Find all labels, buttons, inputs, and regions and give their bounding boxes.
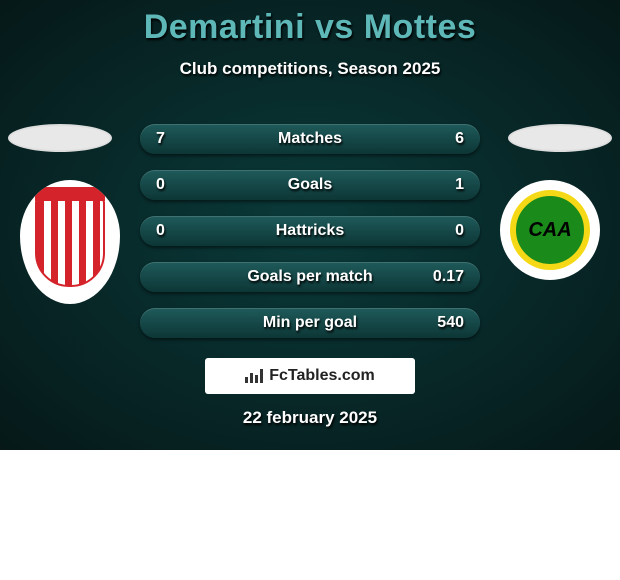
stat-right-value: 1: [424, 176, 464, 194]
page-title: Demartini vs Mottes: [0, 8, 620, 47]
right-country-flag-placeholder: [508, 124, 612, 152]
stat-row: 0 Goals 1: [140, 170, 480, 200]
infographic-container: Demartini vs Mottes Club competitions, S…: [0, 0, 620, 450]
brand-box: FcTables.com: [205, 358, 415, 394]
stat-label: Goals per match: [196, 268, 424, 286]
bar-chart-icon: [245, 369, 263, 383]
stat-row: Goals per match 0.17: [140, 262, 480, 292]
stat-left-value: 0: [156, 222, 196, 240]
stat-right-value: 0.17: [424, 268, 464, 286]
stat-left-value: 7: [156, 130, 196, 148]
stat-right-value: 540: [424, 314, 464, 332]
striped-shield-icon: [35, 197, 105, 287]
stat-row: Min per goal 540: [140, 308, 480, 338]
round-badge-icon: CAA: [510, 190, 590, 270]
stat-left-value: 0: [156, 176, 196, 194]
stat-label: Matches: [196, 130, 424, 148]
stat-right-value: 6: [424, 130, 464, 148]
left-country-flag-placeholder: [8, 124, 112, 152]
stat-right-value: 0: [424, 222, 464, 240]
competition-subtitle: Club competitions, Season 2025: [0, 59, 620, 79]
right-club-crest: CAA: [500, 180, 600, 280]
stat-label: Min per goal: [196, 314, 424, 332]
left-club-crest: [20, 180, 120, 304]
bottom-whitespace: [0, 450, 620, 580]
stat-label: Hattricks: [196, 222, 424, 240]
stat-row: 0 Hattricks 0: [140, 216, 480, 246]
stat-label: Goals: [196, 176, 424, 194]
footer-date: 22 february 2025: [0, 408, 620, 428]
stats-panel: 7 Matches 6 0 Goals 1 0 Hattricks 0 Goal…: [140, 124, 480, 354]
brand-text: FcTables.com: [269, 367, 375, 385]
stat-row: 7 Matches 6: [140, 124, 480, 154]
